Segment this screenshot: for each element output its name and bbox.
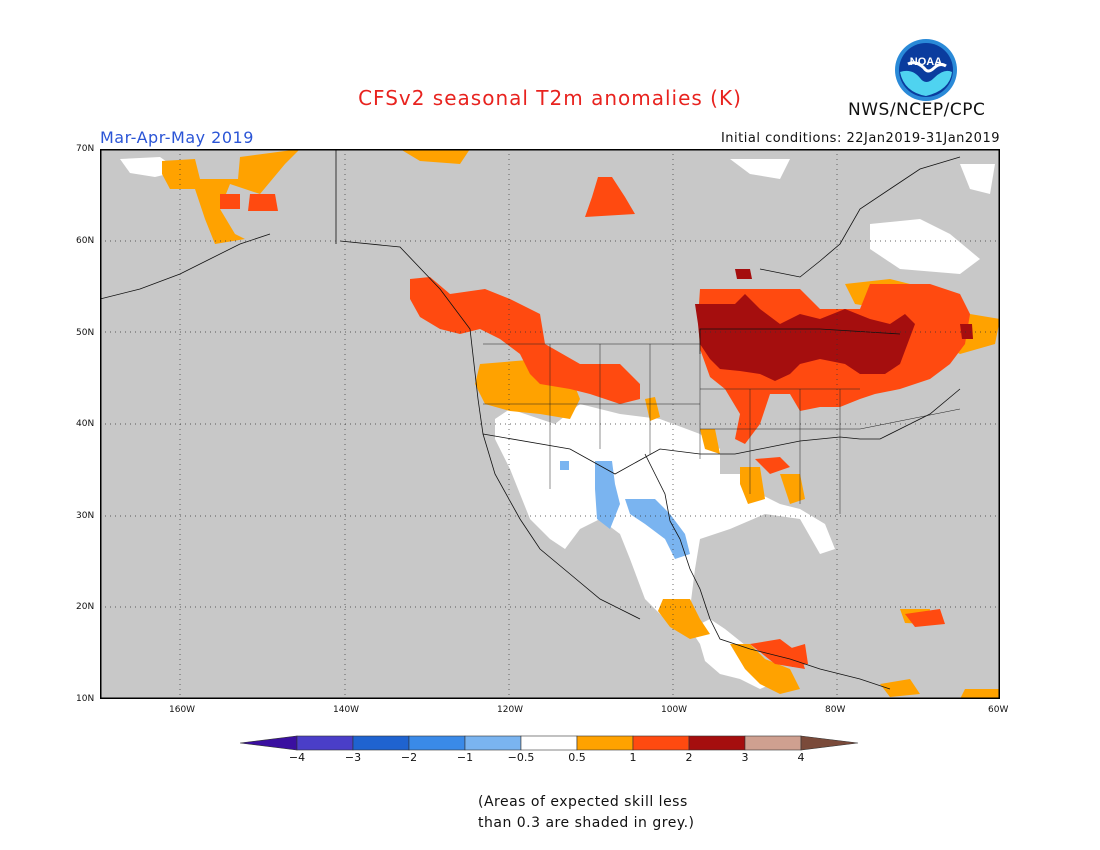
skill-note-line: than 0.3 are shaded in grey.) [478, 815, 695, 831]
legend-tick-label: 3 [741, 751, 749, 764]
legend-tick-label: −3 [344, 751, 362, 764]
legend-bin [744, 735, 802, 751]
logo-text: NOAA [910, 56, 942, 68]
lat-label: 30N [76, 511, 95, 521]
legend-tick-label: −0.5 [507, 751, 535, 764]
skill-note-line: (Areas of expected skill less [478, 794, 688, 810]
initial-conditions-label: Initial conditions: 22Jan2019-31Jan2019 [720, 131, 1000, 146]
legend-bin [576, 735, 634, 751]
legend-tick-label: −4 [288, 751, 306, 764]
legend-bin [296, 735, 354, 751]
skill-note: (Areas of expected skill less than 0.3 a… [478, 792, 695, 834]
legend-tick-label: 2 [685, 751, 693, 764]
legend-bin [408, 735, 466, 751]
legend-tick-label: 1 [629, 751, 637, 764]
lon-label: 100W [661, 705, 688, 715]
legend-tick-label: 4 [797, 751, 805, 764]
agency-label: NWS/NCEP/CPC [848, 100, 986, 120]
lat-label: 70N [76, 144, 95, 154]
legend-bin-low-end [240, 735, 298, 751]
legend-bin [464, 735, 522, 751]
state-borders [483, 343, 961, 514]
legend-bin [352, 735, 410, 751]
graticule [100, 149, 1000, 699]
legend-bin [632, 735, 690, 751]
map-frame [100, 149, 1000, 699]
lat-label: 10N [76, 694, 95, 704]
noaa-logo-icon: NOAA [895, 39, 957, 101]
legend-tick-label: −1 [456, 751, 474, 764]
legend-bin [520, 735, 578, 751]
lon-label: 140W [333, 705, 360, 715]
coastlines [100, 149, 961, 690]
above-normal-2-3-areas [695, 269, 973, 381]
season-label: Mar-Apr-May 2019 [100, 128, 254, 147]
anomaly-map [100, 149, 1000, 699]
legend-bin-high-end [800, 735, 859, 751]
lat-label: 60N [76, 236, 95, 246]
map-title: CFSv2 seasonal T2m anomalies (K) [358, 86, 742, 110]
legend-bin [688, 735, 746, 751]
legend-tick-label: 0.5 [568, 751, 586, 764]
lat-label: 40N [76, 419, 95, 429]
lat-label: 20N [76, 602, 95, 612]
lon-label: 60W [988, 705, 1009, 715]
below-normal-areas [560, 461, 690, 559]
lon-label: 120W [497, 705, 524, 715]
lon-label: 160W [169, 705, 196, 715]
color-legend-bar [240, 735, 859, 751]
lon-label: 80W [825, 705, 846, 715]
legend-tick-label: −2 [400, 751, 418, 764]
lat-label: 50N [76, 328, 95, 338]
